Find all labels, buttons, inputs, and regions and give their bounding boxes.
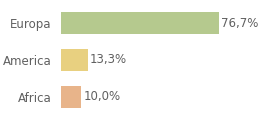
- Text: 10,0%: 10,0%: [83, 90, 120, 103]
- Bar: [60, 86, 81, 108]
- Bar: [60, 49, 88, 71]
- Bar: [60, 12, 219, 34]
- Text: 13,3%: 13,3%: [90, 54, 127, 66]
- Text: 76,7%: 76,7%: [221, 17, 258, 30]
